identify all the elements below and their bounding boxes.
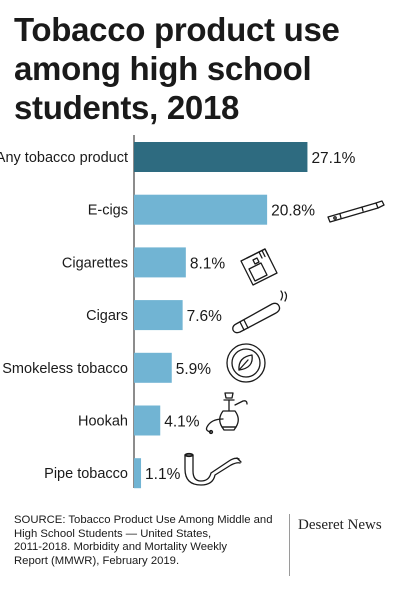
source-line-1: SOURCE: Tobacco Product Use Among Middle… (14, 514, 273, 526)
chart-title: Tobacco product use among high school st… (14, 10, 390, 127)
bar-hookah (134, 405, 161, 436)
bar-pipe-tobacco (134, 458, 142, 489)
hookah-icon (205, 392, 248, 435)
value-label-cigarettes: 8.1% (190, 255, 226, 272)
category-label-any-tobacco-product: Any tobacco product (0, 150, 128, 166)
pipe-icon (184, 452, 242, 486)
footer-divider (289, 514, 290, 576)
value-label-hookah: 4.1% (164, 414, 200, 431)
value-label-cigars: 7.6% (187, 308, 223, 325)
category-label-cigarettes: Cigarettes (62, 255, 128, 271)
title-line-1: Tobacco product use (14, 11, 340, 48)
bar-e-cigs (134, 194, 268, 225)
value-label-any-tobacco-product: 27.1% (311, 150, 355, 167)
title-line-3: students, 2018 (14, 89, 240, 126)
value-label-pipe-tobacco: 1.1% (145, 466, 181, 483)
category-label-hookah: Hookah (78, 414, 128, 430)
bar-cigars (134, 300, 183, 331)
bar-smokeless-tobacco (134, 352, 172, 383)
title-line-2: among high school (14, 50, 312, 87)
source-line-3: 2011-2018. Morbidity and Mortality Weekl… (14, 541, 228, 554)
bars-layer: Any tobacco product 27.1% E-cigs 20.8% Cigar… (0, 142, 356, 489)
category-label-cigars: Cigars (86, 308, 128, 324)
category-label-pipe-tobacco: Pipe tobacco (44, 466, 128, 482)
e-cigarette-icon (327, 200, 385, 223)
value-label-smokeless-tobacco: 5.9% (176, 361, 212, 378)
category-label-smokeless-tobacco: Smokeless tobacco (2, 361, 128, 377)
bar-any-tobacco-product (134, 142, 308, 172)
icons-layer (184, 200, 385, 486)
smokeless-tobacco-tin-icon (226, 343, 266, 383)
category-label-e-cigs: E-cigs (88, 203, 128, 219)
source-note: SOURCE: Tobacco Product Use Among Middle… (14, 514, 286, 568)
source-line-2: High School Students — United States, (14, 527, 212, 540)
cigarette-pack-icon (240, 248, 278, 286)
source-line-4: Report (MMWR), February 2019. (14, 554, 180, 567)
brand-logo: Deseret News (298, 517, 382, 533)
bar-cigarettes (134, 247, 186, 278)
value-label-e-cigs: 20.8% (271, 203, 315, 220)
cigar-icon (232, 290, 288, 334)
